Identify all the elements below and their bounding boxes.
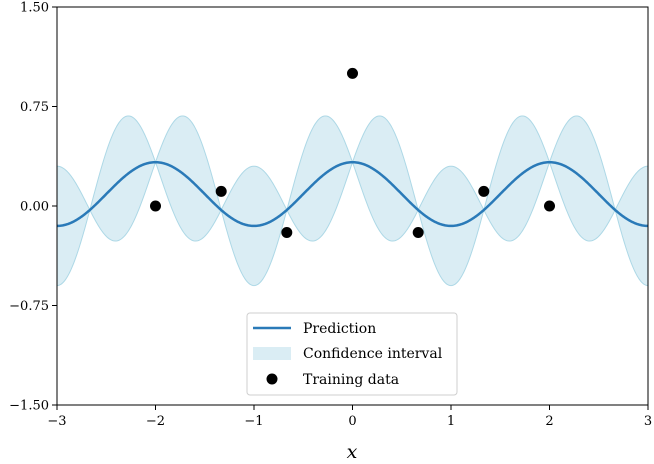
training-point	[544, 200, 555, 212]
y-tick-label: −0.75	[9, 299, 49, 314]
training-point	[347, 67, 358, 79]
x-axis-label: x	[347, 441, 358, 463]
plot-area	[57, 67, 648, 287]
prediction-line	[57, 160, 648, 228]
training-point	[478, 185, 490, 197]
x-tick-label: 1	[447, 414, 455, 429]
legend-confidence-label: Confidence interval	[303, 346, 443, 362]
training-point	[150, 200, 161, 212]
x-tick-label: −1	[244, 414, 263, 429]
x-tick-label: 3	[644, 414, 652, 429]
y-tick-label: −1.50	[9, 399, 49, 414]
confidence-interval-band	[57, 115, 648, 287]
training-point	[215, 185, 227, 197]
y-tick-label: 0.00	[20, 200, 49, 215]
legend-training-swatch	[266, 373, 278, 385]
y-tick-label: 1.50	[20, 1, 49, 16]
legend-confidence-swatch	[253, 347, 291, 360]
axis-ticks: −3 −2 −1 0 1 2 3 −1.50 −0.75 0.00 0.75 1.50	[9, 1, 652, 430]
legend-prediction-label: Prediction	[303, 321, 376, 337]
y-tick-label: 0.75	[20, 100, 49, 115]
x-tick-label: 2	[545, 414, 553, 429]
legend-training-label: Training data	[303, 372, 399, 388]
x-tick-label: 0	[348, 414, 356, 429]
legend-box	[246, 312, 458, 396]
x-tick-label: −3	[47, 414, 66, 429]
x-tick-label: −2	[146, 414, 165, 429]
legend: Prediction Confidence interval Training …	[246, 312, 458, 396]
training-point	[281, 227, 293, 239]
training-point	[412, 227, 424, 239]
